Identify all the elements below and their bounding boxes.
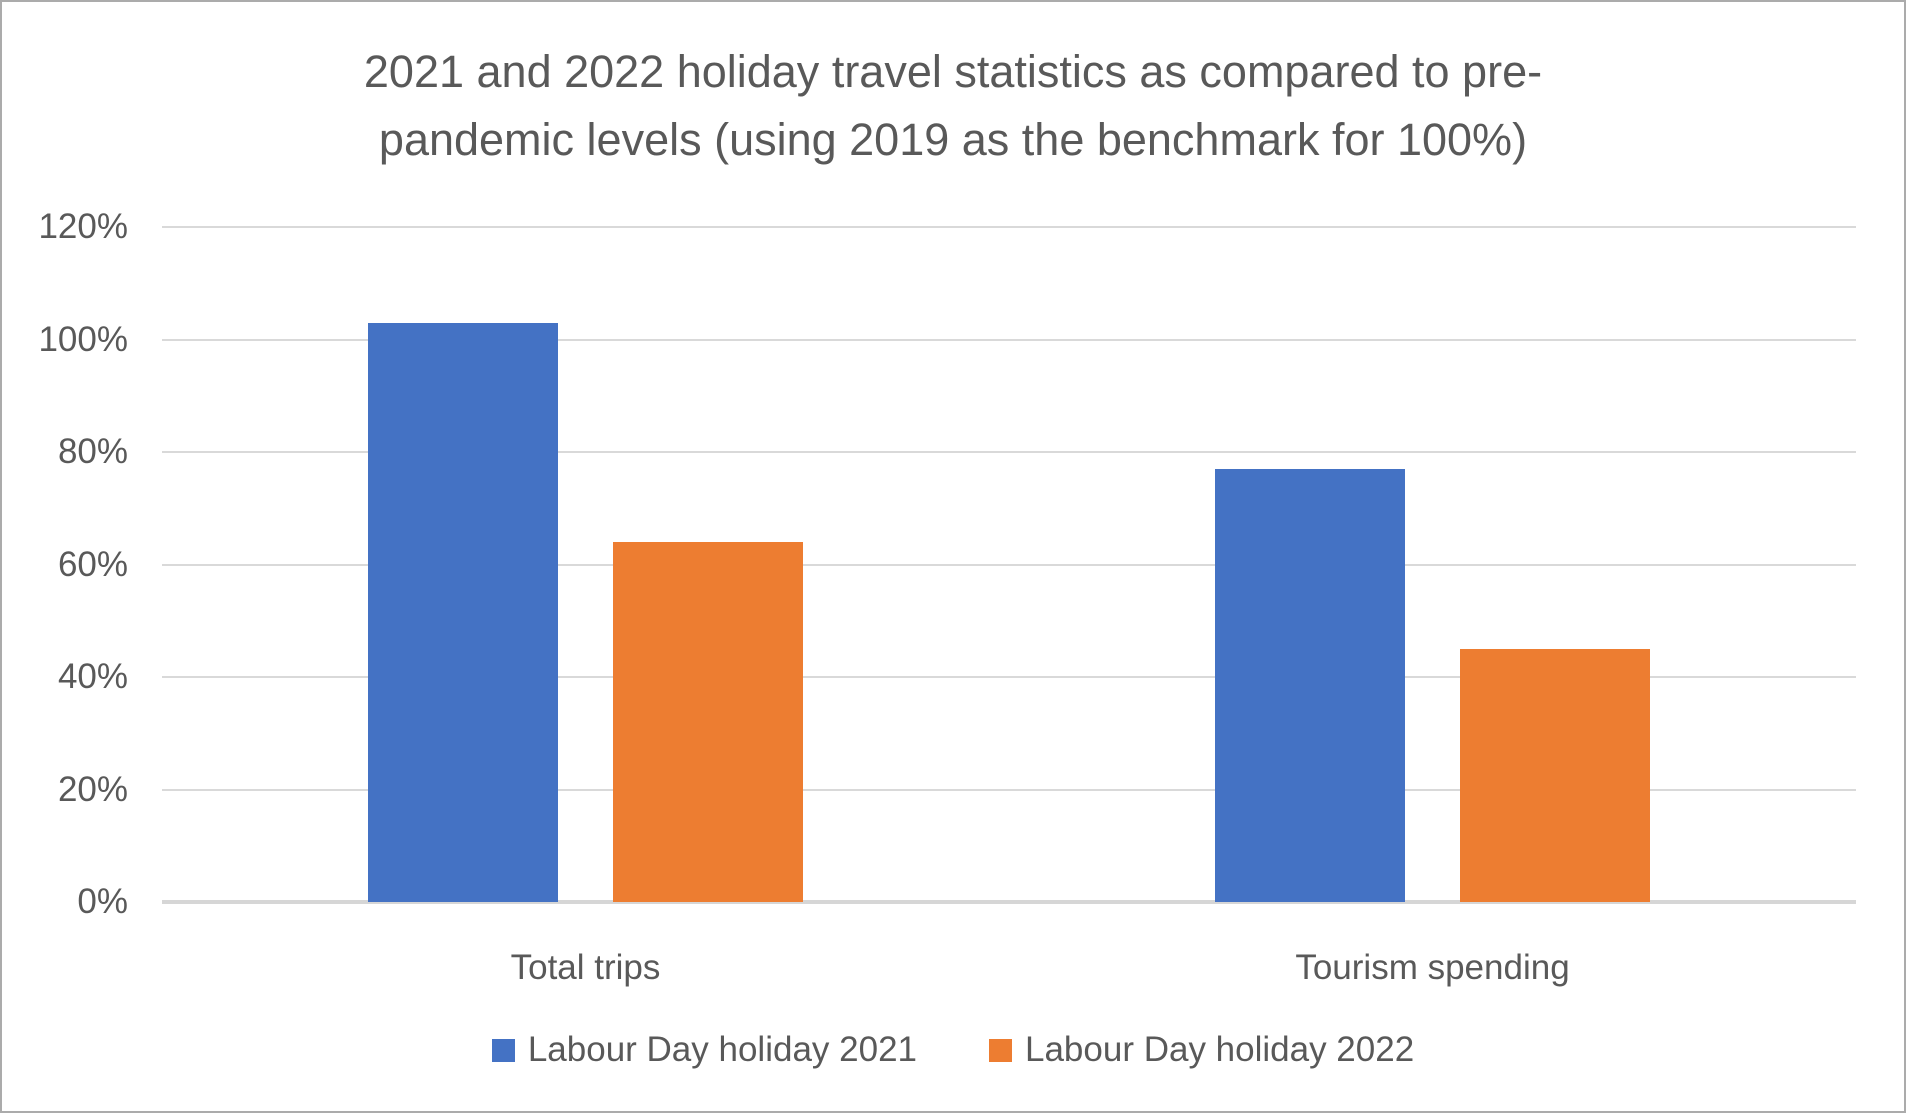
y-tick-label-40: 40% [57,657,128,696]
bar-labour-day-holiday-2021-total-trips [368,322,558,902]
gridline-40 [162,676,1856,678]
y-tick-label-60: 60% [57,544,128,584]
bar-labour-day-holiday-2022-tourism-spending [1460,648,1650,902]
category-label-total-trips: Total trips [510,948,661,987]
y-tick-label-80: 80% [57,432,128,471]
chart-title-line-1: 2021 and 2022 holiday travel statistics … [363,46,1543,97]
chart-title: 2021 and 2022 holiday travel statistics … [2,38,1904,174]
gridline-80 [162,451,1856,453]
chart-title-line-2: pandemic levels (using 2019 as the bench… [378,114,1528,165]
gridline-60 [162,563,1856,566]
gridline-20 [162,788,1856,791]
bar-labour-day-holiday-2021-tourism-spending [1215,468,1405,902]
gridline-120 [162,226,1856,228]
bar-labour-day-holiday-2022-total-trips [613,542,803,902]
gridline-100 [162,338,1856,341]
y-tick-label-120: 120% [38,207,128,246]
y-tick-label-0: 0% [77,882,128,921]
legend-swatch-icon [989,1038,1012,1062]
y-tick-label-100: 100% [38,319,128,359]
y-tick-label-20: 20% [57,769,128,809]
x-axis-line [162,900,1856,904]
category-label-tourism-spending: Tourism spending [1295,948,1570,987]
legend: Labour Day holiday 2021 Labour Day holida… [2,1024,1904,1076]
legend-label: Labour Day holiday 2022 [1025,1030,1415,1069]
legend-label: Labour Day holiday 2021 [527,1030,917,1069]
legend-item-labour-day-holiday-2021: Labour Day holiday 2021 [491,1030,917,1070]
legend-item-labour-day-holiday-2022: Labour Day holiday 2022 [989,1030,1414,1070]
legend-swatch-icon [491,1038,515,1062]
